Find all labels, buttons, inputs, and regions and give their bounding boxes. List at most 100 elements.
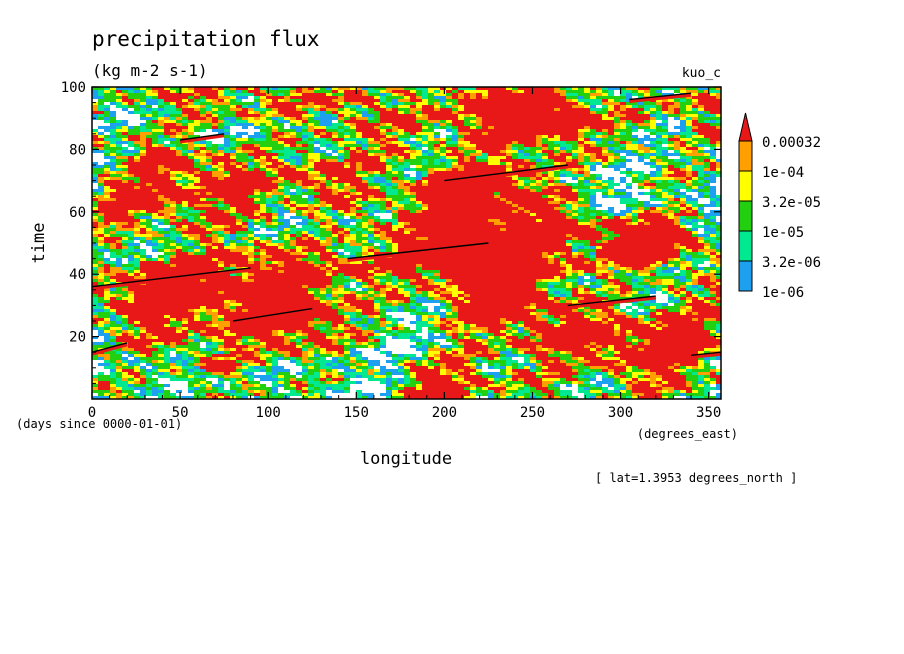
field-cell (308, 90, 314, 93)
field-cell (632, 210, 638, 213)
field-cell (194, 222, 200, 225)
field-cell (92, 105, 98, 108)
field-cell (680, 144, 686, 147)
field-cell (170, 111, 176, 114)
field-cell (596, 99, 602, 102)
field-cell (368, 90, 374, 93)
field-cell (200, 216, 206, 219)
field-cell (500, 183, 506, 186)
field-cell (446, 189, 452, 192)
field-cell (368, 219, 374, 222)
field-cell (512, 87, 518, 90)
field-cell (428, 108, 434, 111)
field-cell (566, 159, 572, 162)
field-cell (494, 213, 500, 216)
field-cell (530, 213, 536, 216)
field-cell (404, 201, 410, 204)
field-cell (422, 171, 428, 174)
field-cell (284, 210, 290, 213)
field-cell (458, 222, 464, 225)
field-cell (254, 141, 260, 144)
field-cell (368, 210, 374, 213)
field-cell (386, 189, 392, 192)
field-cell (350, 120, 356, 123)
field-cell (284, 93, 290, 96)
field-cell (524, 132, 530, 135)
field-cell (686, 174, 692, 177)
field-cell (500, 111, 506, 114)
field-cell (350, 108, 356, 111)
field-cell (350, 192, 356, 195)
field-cell (608, 99, 614, 102)
field-cell (230, 159, 236, 162)
field-cell (452, 183, 458, 186)
field-cell (422, 90, 428, 93)
field-cell (254, 180, 260, 183)
field-cell (278, 186, 284, 189)
field-cell (596, 228, 602, 231)
field-cell (452, 204, 458, 207)
field-cell (692, 231, 698, 234)
field-cell (632, 177, 638, 180)
field-cell (146, 150, 152, 153)
field-cell (122, 96, 128, 99)
field-cell (302, 99, 308, 102)
field-cell (716, 129, 721, 132)
field-cell (596, 174, 602, 177)
field-cell (494, 201, 500, 204)
field-cell (266, 198, 272, 201)
field-cell (590, 102, 596, 105)
field-cell (188, 123, 194, 126)
field-cell (452, 219, 458, 222)
field-cell (350, 225, 356, 228)
field-cell (464, 147, 470, 150)
field-cell (224, 231, 230, 234)
field-cell (380, 132, 386, 135)
field-cell (494, 189, 500, 192)
field-cell (416, 108, 422, 111)
field-cell (440, 153, 446, 156)
field-cell (494, 195, 500, 198)
field-cell (512, 126, 518, 129)
field-cell (482, 171, 488, 174)
field-cell (152, 93, 158, 96)
field-cell (368, 96, 374, 99)
field-cell (464, 135, 470, 138)
field-cell (314, 147, 320, 150)
field-cell (272, 162, 278, 165)
field-cell (182, 228, 188, 231)
field-cell (320, 114, 326, 117)
field-cell (104, 126, 110, 129)
field-cell (254, 105, 260, 108)
field-cell (284, 165, 290, 168)
field-cell (134, 135, 140, 138)
field-cell (350, 96, 356, 99)
field-cell (122, 168, 128, 171)
field-cell (392, 147, 398, 150)
field-cell (326, 135, 332, 138)
field-cell (446, 171, 452, 174)
field-cell (206, 123, 212, 126)
field-cell (182, 219, 188, 222)
field-cell (698, 180, 704, 183)
field-cell (362, 90, 368, 93)
field-cell (242, 144, 248, 147)
field-cell (440, 150, 446, 153)
field-cell (530, 111, 536, 114)
field-cell (332, 135, 338, 138)
field-cell (488, 192, 494, 195)
field-cell (380, 135, 386, 138)
field-cell (554, 210, 560, 213)
field-cell (92, 201, 98, 204)
field-cell (662, 177, 668, 180)
field-cell (548, 102, 554, 105)
field-cell (470, 141, 476, 144)
field-cell (464, 165, 470, 168)
field-cell (326, 210, 332, 213)
field-cell (248, 108, 254, 111)
field-cell (446, 102, 452, 105)
field-cell (692, 228, 698, 231)
field-cell (494, 159, 500, 162)
field-cell (644, 234, 650, 237)
field-cell (206, 201, 212, 204)
